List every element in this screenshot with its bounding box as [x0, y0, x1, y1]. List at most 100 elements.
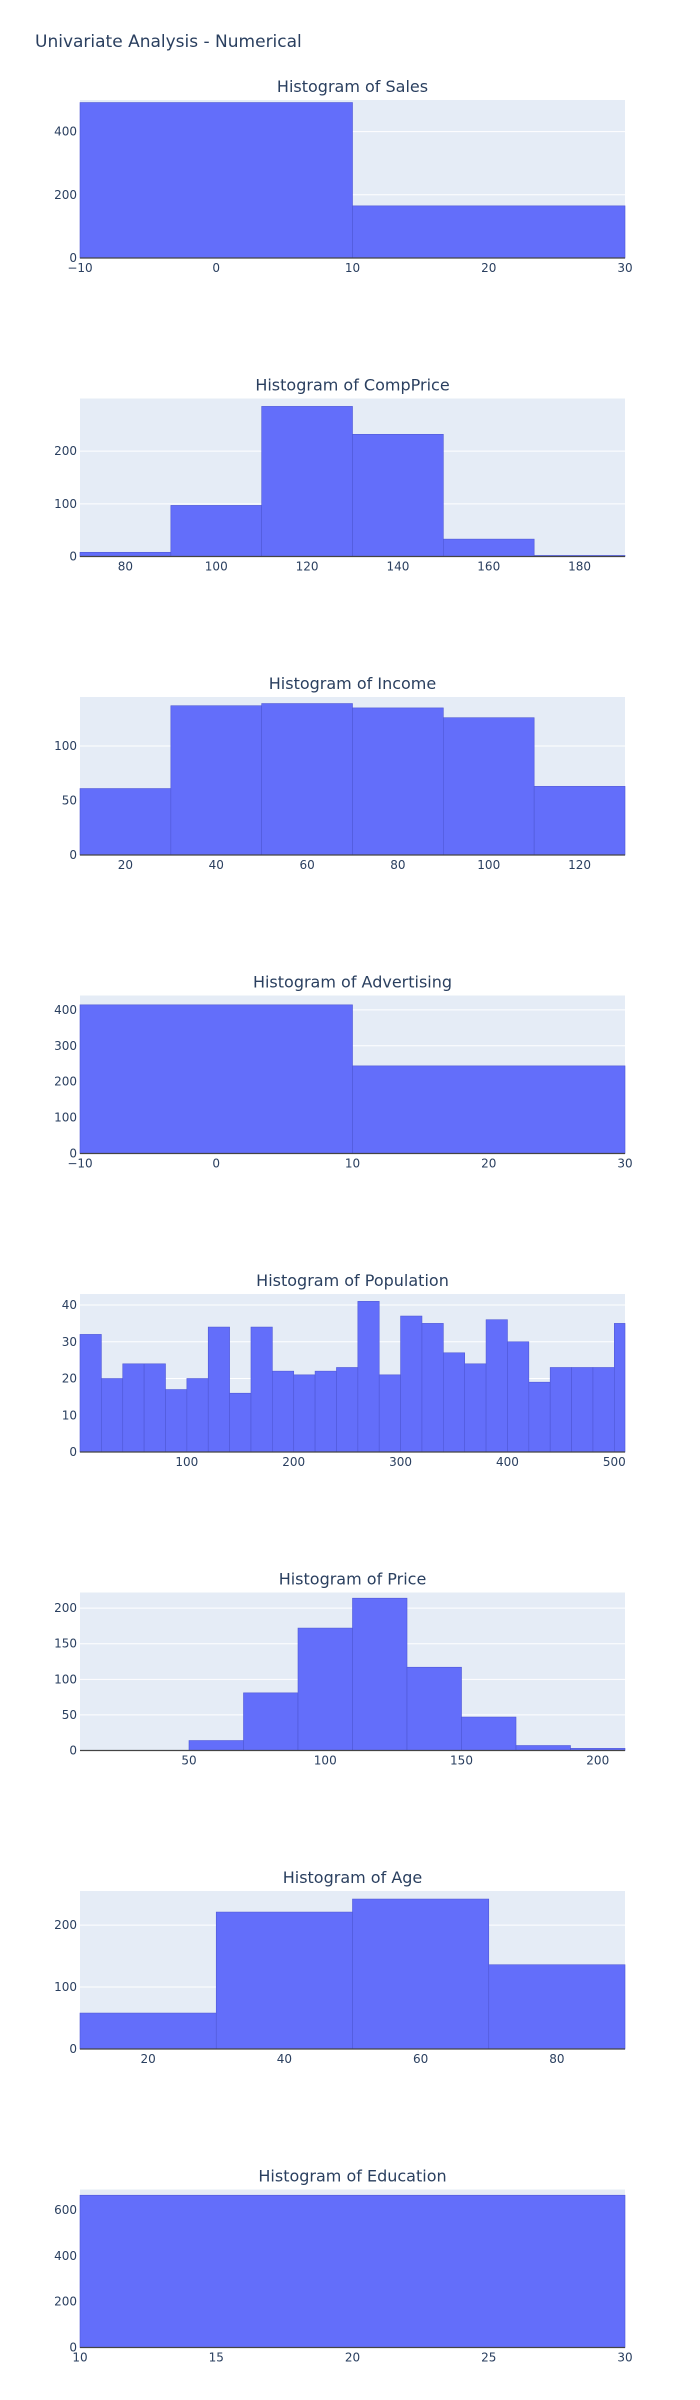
y-tick-label: 0 — [69, 1445, 77, 1459]
histogram-bar — [352, 1898, 490, 2050]
histogram-bar — [352, 434, 444, 557]
histogram-bar — [461, 1716, 517, 1751]
histogram-bar — [528, 1381, 551, 1453]
histogram-bar — [507, 1341, 530, 1453]
histogram-bar — [357, 1301, 380, 1453]
y-tick-label: 50 — [62, 1708, 77, 1722]
histogram-bar — [352, 1065, 626, 1154]
histogram-bar — [79, 551, 172, 557]
y-tick-label: 100 — [54, 739, 77, 753]
y-tick-label: 200 — [54, 1918, 77, 1932]
y-tick-label: 200 — [54, 444, 77, 458]
histogram-8: Histogram of Education 10 15 20 25 30 0 200 400 6… — [54, 2167, 633, 2365]
y-tick-label: 20 — [62, 1372, 77, 1386]
histogram-bar — [207, 1326, 230, 1453]
x-tick-label: 15 — [209, 2351, 224, 2365]
x-tick-label: 500 — [603, 1455, 626, 1469]
y-tick-label: 30 — [62, 1335, 77, 1349]
y-tick-label: 400 — [54, 125, 77, 139]
y-tick-label: 100 — [54, 497, 77, 511]
x-tick-label: 100 — [205, 560, 228, 574]
histogram-bar — [250, 1326, 273, 1453]
x-tick-label: 40 — [277, 2052, 292, 2066]
y-tick-label: 200 — [54, 1601, 77, 1615]
histogram-bar — [571, 1367, 594, 1453]
histogram-bar — [443, 538, 535, 557]
histogram-bar — [421, 1323, 444, 1453]
x-tick-label: 30 — [617, 261, 632, 275]
histogram-6: Histogram of Price 50 100 150 200 0 50 100 150 20… — [54, 1570, 626, 1768]
histogram-bar — [165, 1389, 188, 1453]
x-tick-label: 100 — [477, 858, 500, 872]
x-tick-label: 120 — [568, 858, 591, 872]
x-tick-label: 20 — [481, 1157, 496, 1171]
x-tick-label: 100 — [175, 1455, 198, 1469]
histogram-bar — [79, 2012, 217, 2050]
histogram-bar — [215, 1911, 353, 2050]
y-tick-label: 100 — [54, 1111, 77, 1125]
y-tick-label: 0 — [69, 848, 77, 862]
x-tick-label: 80 — [118, 560, 133, 574]
y-tick-label: 0 — [69, 1147, 77, 1161]
x-tick-label: 25 — [481, 2351, 496, 2365]
x-tick-label: 20 — [345, 2351, 360, 2365]
x-tick-label: 10 — [72, 2351, 87, 2365]
histogram-bar — [79, 1004, 353, 1154]
page-title: Univariate Analysis - Numerical — [35, 32, 302, 52]
histogram-bar — [229, 1392, 252, 1453]
x-tick-label: 50 — [181, 1754, 196, 1768]
histogram-bar — [297, 1627, 353, 1751]
y-tick-label: 200 — [54, 2295, 77, 2309]
x-tick-label: 20 — [118, 858, 133, 872]
x-tick-label: −10 — [67, 1157, 92, 1171]
y-tick-label: 50 — [62, 794, 77, 808]
x-tick-label: 20 — [481, 261, 496, 275]
x-tick-label: 160 — [477, 560, 500, 574]
histogram-bar — [293, 1374, 316, 1453]
x-tick-label: 60 — [299, 858, 314, 872]
chart-title: Histogram of Price — [279, 1570, 427, 1589]
x-tick-label: 300 — [389, 1455, 412, 1469]
histogram-bar — [79, 1334, 102, 1453]
histogram-bar — [400, 1315, 423, 1453]
histogram-bar — [170, 505, 262, 557]
x-tick-label: 100 — [314, 1754, 337, 1768]
y-tick-label: 200 — [54, 188, 77, 202]
y-tick-label: 100 — [54, 1672, 77, 1686]
x-tick-label: 0 — [212, 261, 220, 275]
y-tick-label: 10 — [62, 1408, 77, 1422]
x-tick-label: 20 — [140, 2052, 155, 2066]
histogram-bar — [443, 1352, 466, 1453]
y-tick-label: 150 — [54, 1637, 77, 1651]
histogram-bar — [533, 786, 626, 856]
y-tick-label: 400 — [54, 1003, 77, 1017]
chart-title: Histogram of Age — [283, 1868, 423, 1887]
histogram-bar — [614, 1323, 626, 1453]
chart-title: Histogram of Advertising — [253, 973, 452, 992]
y-tick-label: 300 — [54, 1039, 77, 1053]
chart-title: Histogram of Sales — [277, 77, 428, 96]
chart-title: Histogram of CompPrice — [255, 376, 449, 395]
x-tick-label: 400 — [496, 1455, 519, 1469]
histogram-bar — [272, 1370, 295, 1453]
y-tick-label: 200 — [54, 1075, 77, 1089]
y-tick-label: 40 — [62, 1298, 77, 1312]
x-tick-label: 140 — [386, 560, 409, 574]
chart-title: Histogram of Education — [258, 2167, 446, 2186]
histogram-bar — [261, 703, 353, 856]
x-tick-label: 30 — [617, 1157, 632, 1171]
y-tick-label: 0 — [69, 550, 77, 564]
x-tick-label: 10 — [345, 261, 360, 275]
x-tick-label: 80 — [549, 2052, 564, 2066]
histogram-bar — [122, 1363, 145, 1453]
histogram-bar — [406, 1666, 462, 1751]
histogram-4: Histogram of Advertising −10 0 10 20 300 100 20… — [54, 973, 633, 1171]
x-tick-label: 10 — [345, 1157, 360, 1171]
y-tick-label: 0 — [69, 2042, 77, 2056]
histogram-bar — [378, 1374, 401, 1453]
histogram-bar — [336, 1367, 359, 1453]
histogram-bar — [79, 102, 353, 259]
histogram-bar — [143, 1363, 166, 1453]
histogram-bar — [488, 1964, 626, 2050]
